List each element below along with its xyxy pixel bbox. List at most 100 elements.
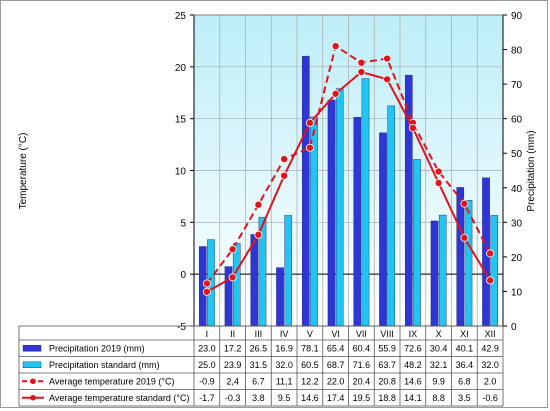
data-label: 36.4 <box>456 360 474 370</box>
data-label: 30.4 <box>430 343 448 353</box>
data-label: 8.8 <box>432 393 445 403</box>
data-label: 9.5 <box>278 393 291 403</box>
point-temp-2019 <box>331 42 340 51</box>
data-label: 19.5 <box>353 393 371 403</box>
right-tick-label: 0 <box>511 322 517 333</box>
data-label: 55.9 <box>378 343 396 353</box>
category-label: X <box>436 329 442 339</box>
legend-key-marker <box>30 394 36 401</box>
data-label: -0.3 <box>225 393 241 403</box>
data-label: 17.4 <box>327 393 345 403</box>
legend-entry: Precipitation 2019 (mm) <box>49 343 145 353</box>
bar-precip-standard <box>490 215 499 327</box>
point-temp-standard <box>434 178 443 187</box>
data-label: -0.9 <box>199 376 215 386</box>
data-label: 78.1 <box>301 343 319 353</box>
data-label: 40.1 <box>456 343 474 353</box>
data-label: 25.0 <box>198 360 216 370</box>
data-label: 48.2 <box>404 360 422 370</box>
data-label: 2.0 <box>484 376 497 386</box>
point-temp-standard <box>254 230 263 239</box>
bar-precip-standard <box>335 88 344 327</box>
point-temp-standard <box>486 276 495 285</box>
data-label: 12.2 <box>301 376 319 386</box>
legend-entry: Precipitation standard (mm) <box>49 360 160 370</box>
right-tick-label: 70 <box>511 80 523 91</box>
point-temp-standard <box>280 171 289 180</box>
data-label: 3.8 <box>252 393 265 403</box>
bar-precip-2019 <box>276 267 284 327</box>
legend-entry: Average temperature 2019 (°C) <box>49 376 175 386</box>
category-label: XII <box>485 329 496 339</box>
data-label: 6.7 <box>252 376 265 386</box>
point-temp-2019 <box>202 279 211 288</box>
data-label: 17.2 <box>224 343 242 353</box>
bar-precip-2019 <box>327 99 336 327</box>
category-label: III <box>255 329 263 339</box>
bar-precip-standard <box>387 105 396 327</box>
left-tick-label: 25 <box>175 11 187 22</box>
data-label: 6.8 <box>458 376 471 386</box>
bar-precip-standard <box>438 214 447 327</box>
point-temp-standard <box>408 123 417 132</box>
category-label: XI <box>460 329 469 339</box>
bar-series <box>198 55 499 327</box>
bar-precip-standard <box>284 215 293 327</box>
data-label: 32.0 <box>481 360 499 370</box>
data-label: 18.8 <box>378 393 396 403</box>
data-label: -1.7 <box>199 393 215 403</box>
point-temp-2019 <box>254 200 263 209</box>
category-label: VI <box>331 329 340 339</box>
legend-entry: Average temperature standard (°C) <box>49 393 190 403</box>
grid-lines <box>194 14 503 327</box>
left-tick-label: 10 <box>175 167 187 178</box>
bar-precip-2019 <box>430 220 439 327</box>
point-temp-2019 <box>280 155 289 164</box>
point-temp-standard <box>228 273 237 282</box>
data-label: 14.6 <box>301 393 319 403</box>
data-label: 23.0 <box>198 343 216 353</box>
data-label: 65.4 <box>327 343 345 353</box>
point-temp-standard <box>331 89 340 98</box>
right-tick-label: 20 <box>511 253 523 264</box>
data-label: 31.5 <box>250 360 268 370</box>
data-label: 71.6 <box>353 360 371 370</box>
line-series <box>202 42 495 296</box>
legend-key-precip-standard <box>22 361 42 368</box>
data-label: 32.1 <box>430 360 448 370</box>
bar-precip-standard <box>464 200 473 327</box>
left-tick-label: 0 <box>180 270 186 281</box>
bar-precip-standard <box>361 78 370 327</box>
bar-precip-2019 <box>250 234 259 327</box>
legend-key-precip-2019 <box>22 345 42 352</box>
point-temp-standard <box>383 75 392 84</box>
left-axis: -5 0 5 10 15 20 25 <box>175 11 194 333</box>
data-table: I II III IV V VI VII VIII IX X XI XIIPrecipitation … <box>18 325 504 407</box>
right-tick-label: 50 <box>511 149 523 160</box>
right-tick-label: 90 <box>511 11 523 22</box>
data-label: 14.6 <box>404 376 422 386</box>
data-label: 23.9 <box>224 360 242 370</box>
bar-precip-2019 <box>379 132 387 327</box>
category-label: VIII <box>380 329 394 339</box>
table-border <box>18 325 504 407</box>
data-label: 20.4 <box>353 376 371 386</box>
point-temp-2019 <box>434 167 443 176</box>
data-label: 32.0 <box>275 360 293 370</box>
category-label: IX <box>409 329 418 339</box>
bar-precip-standard <box>232 243 241 327</box>
data-label: 63.7 <box>378 360 396 370</box>
data-label: 16.9 <box>275 343 293 353</box>
data-label: 26.5 <box>250 343 268 353</box>
data-label: 60.5 <box>301 360 319 370</box>
point-temp-2019 <box>357 58 366 67</box>
right-axis-label: Precipitation (mm) <box>526 130 537 211</box>
right-tick-label: 30 <box>511 218 523 229</box>
data-label: 68.7 <box>327 360 345 370</box>
point-temp-2019 <box>305 143 314 152</box>
left-tick-label: 5 <box>180 218 186 229</box>
legend-key-marker <box>30 378 36 385</box>
point-temp-2019 <box>486 249 495 258</box>
category-label: V <box>307 329 313 339</box>
